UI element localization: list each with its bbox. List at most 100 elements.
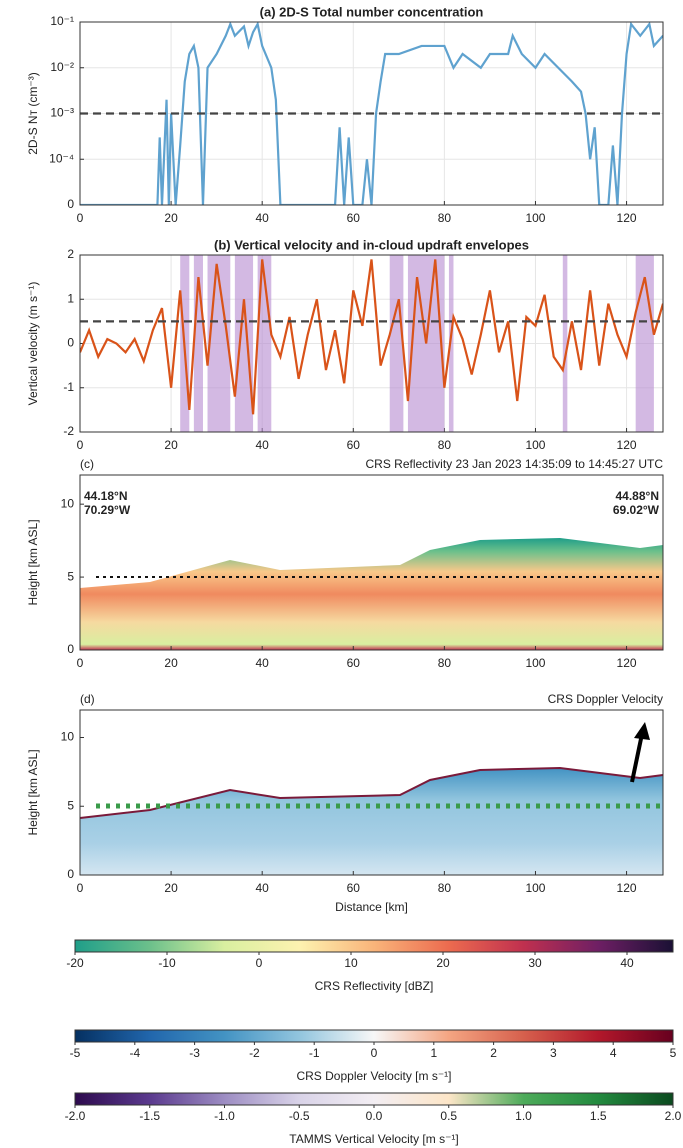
- y-axis-label: Vertical velocity (m s⁻¹): [26, 282, 40, 406]
- x-axis-label: Distance [km]: [335, 900, 408, 914]
- colorbar-tick-label: 4: [610, 1046, 617, 1060]
- colorbar-label: CRS Doppler Velocity [m s⁻¹]: [296, 1069, 451, 1083]
- y-axis-label: Height [km ASL]: [26, 749, 40, 835]
- colorbar-label: CRS Reflectivity [dBZ]: [315, 979, 434, 993]
- y-tick-label: -1: [63, 380, 74, 394]
- x-tick-label: 0: [77, 656, 84, 670]
- colorbar: [74, 939, 674, 953]
- colorbar-tick-label: 3: [550, 1046, 557, 1060]
- x-tick-label: 60: [347, 438, 361, 452]
- colorbar-tick-label: 0.5: [440, 1109, 457, 1123]
- x-tick-label: 40: [256, 438, 270, 452]
- x-tick-label: 80: [438, 211, 452, 225]
- colorbar-tick-label: 2: [490, 1046, 497, 1060]
- x-tick-label: 40: [256, 211, 270, 225]
- reflectivity-curtain: [80, 538, 663, 650]
- x-tick-label: 40: [256, 656, 270, 670]
- x-tick-label: 20: [164, 656, 178, 670]
- colorbar-tick-label: 0: [256, 956, 263, 970]
- x-tick-label: 80: [438, 656, 452, 670]
- colorbar-tick-label: -0.5: [289, 1109, 310, 1123]
- colorbar-tick-label: -1.0: [214, 1109, 235, 1123]
- panel-title: CRS Reflectivity 23 Jan 2023 14:35:09 to…: [365, 457, 663, 471]
- colorbar-tick-label: -1.5: [139, 1109, 160, 1123]
- x-tick-label: 80: [438, 881, 452, 895]
- updraft-envelope: [234, 255, 254, 432]
- coordinate-label: 70.29°W: [84, 503, 131, 517]
- colorbar-tick-label: 1.5: [590, 1109, 607, 1123]
- x-tick-label: 20: [164, 211, 178, 225]
- y-tick-label: 10⁻¹: [50, 14, 74, 28]
- plot-frame: [79, 709, 664, 876]
- coordinate-label: 44.18°N: [84, 489, 128, 503]
- y-axis-label: 2D-S Nᴛ (cm⁻³): [26, 72, 40, 155]
- x-tick-label: 40: [256, 881, 270, 895]
- colorbar-tick-label: -2: [249, 1046, 260, 1060]
- colorbar-tick-label: -4: [129, 1046, 140, 1060]
- data-line: [80, 22, 663, 205]
- coordinate-label: 44.88°N: [616, 489, 660, 503]
- colorbar-tick-label: 5: [670, 1046, 677, 1060]
- colorbar-tick-label: 0.0: [366, 1109, 383, 1123]
- x-tick-label: 120: [617, 211, 637, 225]
- colorbar-tick-label: -3: [189, 1046, 200, 1060]
- x-tick-label: 80: [438, 438, 452, 452]
- x-tick-label: 120: [617, 656, 637, 670]
- x-tick-label: 0: [77, 438, 84, 452]
- colorbar: [74, 1029, 674, 1043]
- colorbar-tick-label: 10: [344, 956, 358, 970]
- colorbar-tick-label: -2.0: [65, 1109, 86, 1123]
- updraft-envelope: [389, 255, 404, 432]
- colorbar-tick-label: -20: [66, 956, 84, 970]
- x-tick-label: 60: [347, 211, 361, 225]
- y-tick-label: 0: [67, 867, 74, 881]
- colorbar-tick-label: 40: [620, 956, 634, 970]
- colorbar-tick-label: 20: [436, 956, 450, 970]
- colorbar-tick-label: 30: [528, 956, 542, 970]
- panel-title: CRS Doppler Velocity: [548, 692, 663, 706]
- colorbar-label: TAMMS Vertical Velocity [m s⁻¹]: [289, 1132, 458, 1146]
- y-tick-label: 1: [67, 291, 74, 305]
- plot-frame: [79, 254, 664, 433]
- x-tick-label: 100: [525, 881, 545, 895]
- y-tick-label: 10⁻³: [50, 106, 74, 120]
- panel-title: (a) 2D-S Total number concentration: [260, 4, 484, 19]
- y-tick-label: 10⁻⁴: [49, 151, 74, 165]
- colorbar-tick-label: -10: [158, 956, 176, 970]
- x-tick-label: 20: [164, 438, 178, 452]
- y-tick-label: 10⁻²: [50, 60, 74, 74]
- x-tick-label: 120: [617, 881, 637, 895]
- x-tick-label: 100: [525, 438, 545, 452]
- updraft-envelope: [562, 255, 568, 432]
- x-tick-label: 20: [164, 881, 178, 895]
- updraft-envelope: [448, 255, 454, 432]
- y-axis-label: Height [km ASL]: [26, 519, 40, 605]
- x-tick-label: 60: [347, 656, 361, 670]
- colorbar-tick-label: 1: [430, 1046, 437, 1060]
- y-tick-label: 0: [67, 197, 74, 211]
- colorbar-tick-label: -1: [309, 1046, 320, 1060]
- data-line: [80, 259, 663, 415]
- y-tick-label: 0: [67, 642, 74, 656]
- colorbar-tick-label: 0: [371, 1046, 378, 1060]
- y-tick-label: 10: [61, 730, 75, 744]
- x-tick-label: 60: [347, 881, 361, 895]
- colorbar-tick-label: 2.0: [665, 1109, 682, 1123]
- plot-frame: [79, 474, 664, 651]
- y-tick-label: 0: [67, 336, 74, 350]
- doppler-curtain: [80, 768, 663, 875]
- y-tick-label: 5: [67, 569, 74, 583]
- y-tick-label: 10: [61, 496, 75, 510]
- coordinate-label: 69.02°W: [613, 503, 660, 517]
- panel-label: (d): [80, 692, 95, 706]
- y-tick-label: 5: [67, 798, 74, 812]
- panel-title: (b) Vertical velocity and in-cloud updra…: [214, 237, 529, 252]
- y-tick-label: 2: [67, 247, 74, 261]
- x-tick-label: 0: [77, 211, 84, 225]
- x-tick-label: 0: [77, 881, 84, 895]
- colorbar-tick-label: 1.0: [515, 1109, 532, 1123]
- panel-label: (c): [80, 457, 94, 471]
- colorbar-tick-label: -5: [70, 1046, 81, 1060]
- x-tick-label: 100: [525, 211, 545, 225]
